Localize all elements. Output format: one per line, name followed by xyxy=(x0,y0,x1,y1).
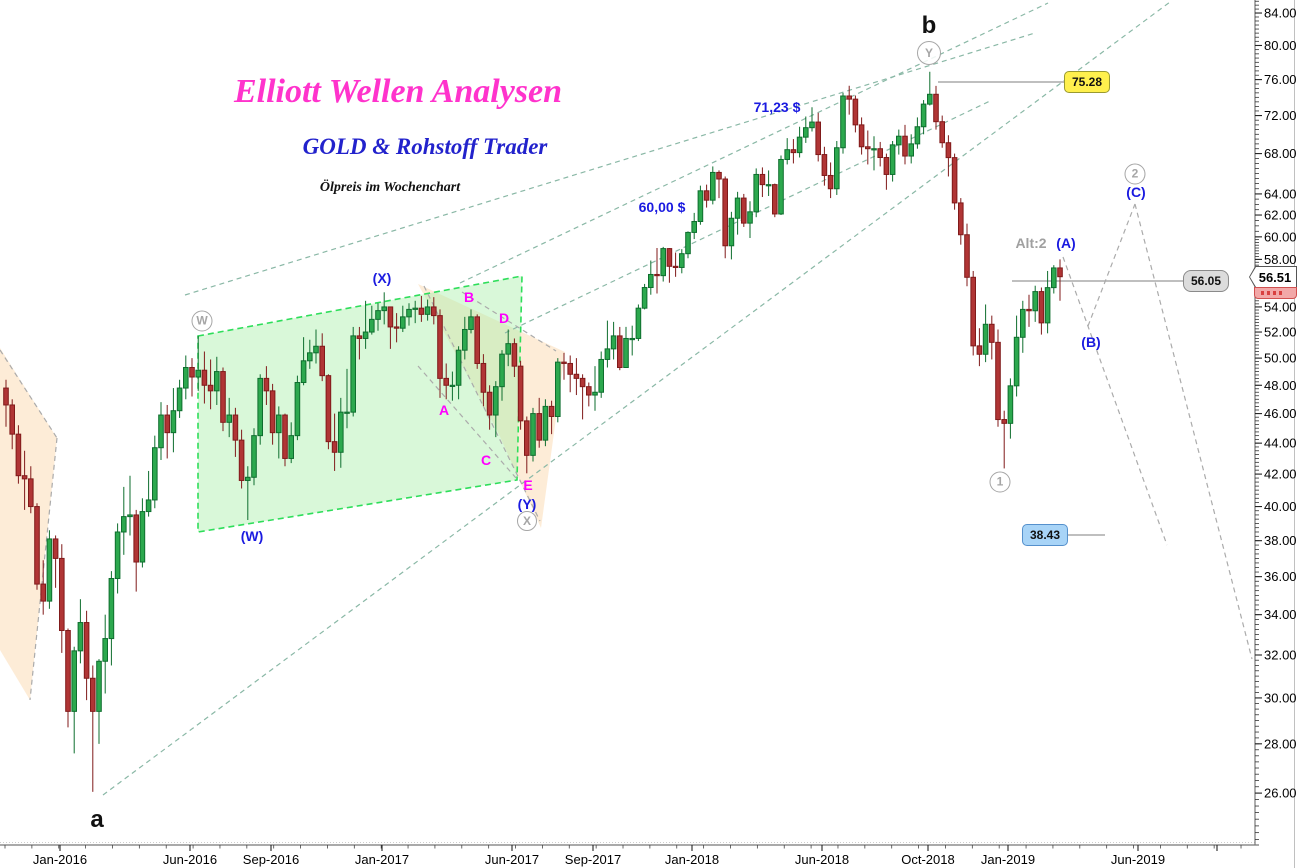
trendlines-layer xyxy=(0,1,1253,796)
wave-label-a: a xyxy=(90,806,104,833)
y-axis-label: 46.00 xyxy=(1264,406,1297,421)
x-axis-label: Jun-2017 xyxy=(485,852,539,867)
wave-label-W-paren: (W) xyxy=(240,528,264,544)
price-tag-5605[interactable]: 56.05 xyxy=(1182,270,1230,292)
x-axis-label: Jan-2016 xyxy=(33,852,87,867)
x-axis-label: Sep-2017 xyxy=(565,852,621,867)
y-axis-label: 48.00 xyxy=(1264,378,1297,393)
wave-label-B-paren: (B) xyxy=(1081,334,1101,350)
y-axis-label: 76.00 xyxy=(1264,72,1297,87)
x-axis-label: Sep-2016 xyxy=(243,852,299,867)
y-axis-label: 72.00 xyxy=(1264,108,1297,123)
y-axis-label: 26.00 xyxy=(1264,786,1297,801)
candles-layer xyxy=(3,71,1063,792)
wave-label-C-paren: (C) xyxy=(1126,184,1146,200)
alt-count-label: Alt:2 xyxy=(1015,235,1047,251)
triangle-label-b: B xyxy=(463,289,475,305)
x-axis-label: Oct-2018 xyxy=(901,852,954,867)
price-tag-7528[interactable]: 75.28 xyxy=(1063,71,1111,93)
y-axis-label: 40.00 xyxy=(1264,499,1297,514)
wave-circle-x[interactable]: X xyxy=(517,511,537,531)
y-axis-label: 54.00 xyxy=(1264,299,1297,314)
y-axis-label: 34.00 xyxy=(1264,607,1297,622)
x-axis-label: Jan-2017 xyxy=(355,852,409,867)
triangle-label-c: C xyxy=(480,452,492,468)
price-note-7123: 71,23 $ xyxy=(753,99,801,115)
wave-label-X-paren: (X) xyxy=(372,270,392,286)
triangle-label-e: E xyxy=(523,477,533,493)
triangle-label-d: D xyxy=(498,310,510,326)
x-axis-label: Jun-2019 xyxy=(1111,852,1165,867)
y-axis-label: 64.00 xyxy=(1264,186,1297,201)
wave-circle-2[interactable]: 2 xyxy=(1124,163,1146,185)
chart-caption: Ölpreis im Wochenchart xyxy=(319,180,461,195)
y-axis-label: 62.00 xyxy=(1264,208,1297,223)
y-axis-label: 44.00 xyxy=(1264,436,1297,451)
wave-label-Y-paren: (Y) xyxy=(517,496,537,512)
page-title: Elliott Wellen Analysen xyxy=(233,73,563,110)
current-price-axis-tag: 56.51 xyxy=(1249,266,1297,288)
y-axis-label: 80.00 xyxy=(1264,38,1297,53)
y-axis-label: 50.00 xyxy=(1264,351,1297,366)
price-tag-3843[interactable]: 38.43 xyxy=(1021,524,1069,546)
y-axis-label: 36.00 xyxy=(1264,569,1297,584)
y-axis-label: 28.00 xyxy=(1264,736,1297,751)
y-axis-label: 42.00 xyxy=(1264,467,1297,482)
y-axis-label: 38.00 xyxy=(1264,533,1297,548)
y-axis-label: 32.00 xyxy=(1264,647,1297,662)
wave-label-b: b xyxy=(921,12,937,39)
y-axis-label: 60.00 xyxy=(1264,229,1297,244)
x-axis-label: Jun-2018 xyxy=(795,852,849,867)
y-axis-label: 30.00 xyxy=(1264,690,1297,705)
wave-label-A-paren: (A) xyxy=(1056,235,1076,251)
y-axis-label: 68.00 xyxy=(1264,146,1297,161)
x-axis-label: Jan-2018 xyxy=(665,852,719,867)
y-axis-label: 58.00 xyxy=(1264,252,1297,267)
price-note-6000: 60,00 $ xyxy=(638,199,686,215)
wave-circle-1[interactable]: 1 xyxy=(989,471,1011,493)
wave-circle-y[interactable]: Y xyxy=(917,41,941,65)
y-axis-label: 84.00 xyxy=(1264,6,1297,21)
y-axis-label: 52.00 xyxy=(1264,325,1297,340)
current-price-value: 56.51 xyxy=(1250,267,1296,287)
x-axis-label: Jun-2016 xyxy=(163,852,217,867)
previous-price-axis-tag xyxy=(1254,287,1297,299)
triangle-label-a: A xyxy=(438,402,450,418)
page-subtitle: GOLD & Rohstoff Trader xyxy=(302,134,548,159)
x-axis-label: Jan-2019 xyxy=(981,852,1035,867)
wave-circle-w[interactable]: W xyxy=(191,310,213,332)
